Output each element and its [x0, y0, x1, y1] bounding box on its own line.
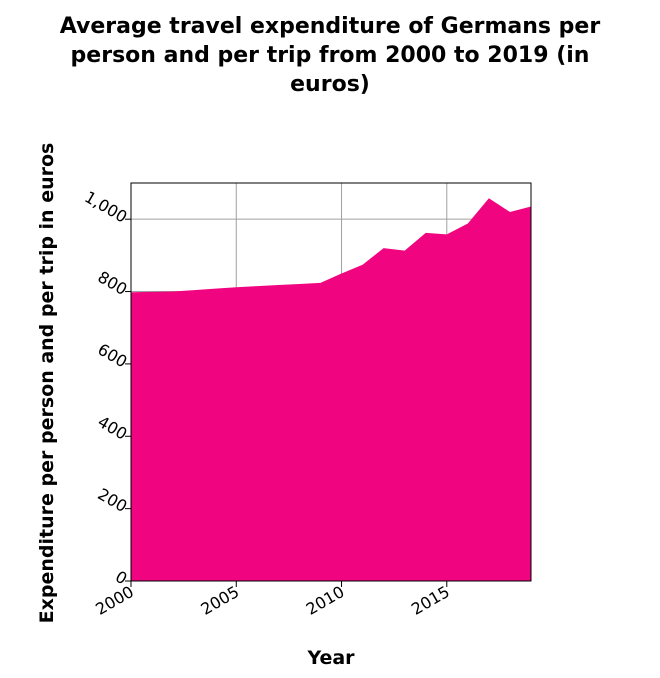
x-axis-ticks: 2000 2005 2010 2015 [92, 581, 453, 619]
chart-title-line-3: euros) [290, 72, 370, 97]
chart-title-line-2: person and per trip from 2000 to 2019 (i… [71, 43, 590, 68]
y-tick-label-600: 600 [95, 340, 131, 372]
plot-frame [130, 182, 532, 582]
y-tick-label-400: 400 [95, 412, 131, 444]
chart-title-line-1: Average travel expenditure of Germans pe… [60, 14, 601, 39]
y-tick-label-200: 200 [95, 484, 131, 516]
area-series [131, 198, 531, 582]
area-series-0 [131, 198, 531, 582]
x-tick-label-2000: 2000 [92, 582, 137, 619]
y-tick-label-800: 800 [95, 267, 131, 299]
plot-border [130, 182, 532, 582]
x-axis-title: Year [306, 647, 355, 669]
x-tick-label-2005: 2005 [197, 582, 242, 619]
x-tick-label-2010: 2010 [303, 582, 348, 619]
y-tick-label-1000: 1,000 [81, 187, 130, 226]
y-axis-title: Expenditure per person and per trip in e… [36, 143, 58, 624]
x-tick-label-2015: 2015 [408, 582, 453, 619]
